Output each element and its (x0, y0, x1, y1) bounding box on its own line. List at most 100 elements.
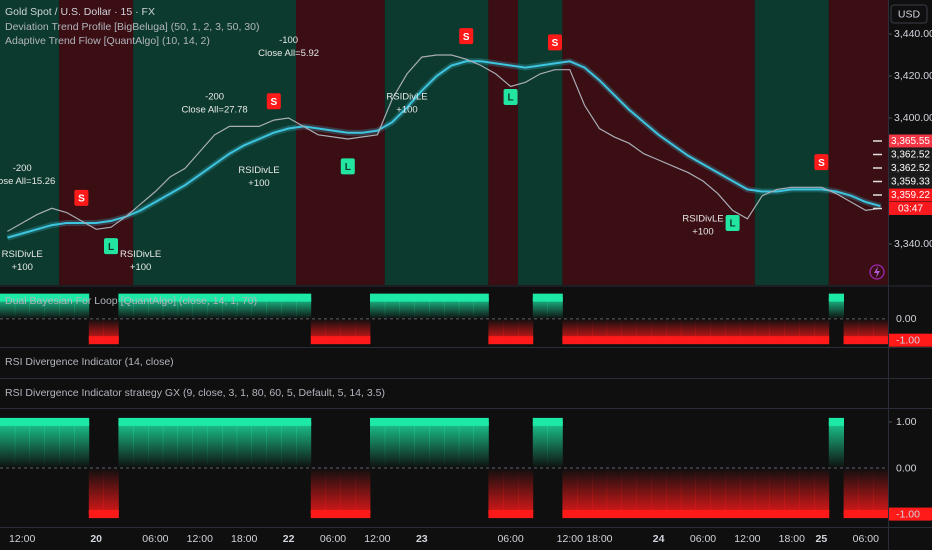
signal-bar (843, 336, 859, 345)
x-tick-label: 24 (653, 533, 665, 545)
signal-area (399, 297, 415, 319)
signal-area (251, 421, 267, 468)
currency-box[interactable] (890, 4, 928, 24)
signal-bar (799, 510, 815, 519)
signal-bar (325, 336, 341, 345)
annotation: Close All=27.78 (181, 105, 247, 116)
signal-area (281, 421, 297, 468)
signal-bar (532, 417, 548, 426)
annotation: +100 (248, 178, 269, 189)
signal-bar (754, 510, 770, 519)
signal-area (814, 318, 830, 341)
y-tick-label: 0.00 (896, 313, 917, 325)
signal-area (399, 421, 415, 468)
signal-bar (162, 417, 178, 426)
signal-bar (88, 510, 104, 519)
signal-area (266, 421, 282, 468)
signal-area (251, 297, 267, 319)
signal-bar (858, 510, 874, 519)
price-label-box (889, 134, 932, 148)
signal-area (355, 468, 371, 515)
signal-bar (236, 293, 252, 302)
signal-label: L (108, 242, 114, 253)
signal-bar (192, 293, 208, 302)
signal-bar (44, 417, 60, 426)
signal-area (29, 421, 45, 468)
annotation: +100 (130, 262, 151, 273)
signal-bar (118, 293, 134, 302)
signal-area (784, 468, 800, 515)
signal-area (103, 468, 119, 515)
signal-bar (532, 293, 548, 302)
x-tick-label: 06:00 (142, 533, 168, 545)
currency[interactable]: USD (898, 8, 921, 20)
signal-bar (207, 417, 223, 426)
signal-area (88, 318, 104, 341)
signal-bar (399, 417, 415, 426)
annotation: +100 (692, 226, 713, 237)
signal-area (192, 297, 208, 319)
signal-bar (547, 417, 563, 426)
signal-area (799, 318, 815, 341)
signal-area (177, 421, 193, 468)
y-tick-label: 3,420.00 (894, 70, 932, 82)
pane-title: Dual Bayesian For Loop [QuantAlgo] (clos… (5, 295, 257, 307)
signal-bar (133, 417, 149, 426)
signal-area (503, 468, 519, 515)
pane-title: RSI Divergence Indicator strategy GX (9,… (5, 387, 385, 399)
signal-bar (266, 293, 282, 302)
signal-bar (310, 510, 326, 519)
signal-bar (370, 293, 386, 302)
signal-area (532, 297, 548, 319)
signal-label: S (818, 158, 825, 169)
signal-area (636, 468, 652, 515)
signal-area (769, 468, 785, 515)
signal-bar (473, 293, 489, 302)
signal-bar (606, 510, 622, 519)
signal-marker (548, 34, 562, 51)
signal-area (236, 421, 252, 468)
price-label-box (889, 175, 932, 188)
regime-band (384, 0, 489, 285)
signal-area (429, 297, 445, 319)
regime-band (828, 0, 888, 285)
signal-bar (562, 336, 578, 345)
signal-bar (592, 336, 608, 345)
x-tick-label: 12:00 (187, 533, 213, 545)
signal-area (740, 468, 756, 515)
signal-area (29, 297, 45, 319)
price-label-box (889, 161, 932, 175)
signal-area (651, 468, 667, 515)
signal-label: S (552, 38, 559, 49)
signal-area (59, 421, 75, 468)
signal-bar (370, 417, 386, 426)
signal-bar (384, 293, 400, 302)
alert-icon[interactable] (869, 264, 885, 280)
signal-bar (325, 510, 341, 519)
signal-area (74, 421, 90, 468)
signal-area (473, 421, 489, 468)
signal-bar (251, 293, 267, 302)
signal-area (325, 318, 341, 341)
signal-area (621, 468, 637, 515)
price-label: 3,359.22 (891, 190, 930, 201)
signal-bar (148, 293, 164, 302)
signal-bar (222, 417, 238, 426)
signal-area (680, 468, 696, 515)
signal-area (384, 421, 400, 468)
signal-bar (414, 293, 430, 302)
price-label: 3,365.55 (891, 136, 930, 147)
signal-label: S (463, 32, 470, 43)
x-tick-label: 12:00 (9, 533, 35, 545)
signal-bar (547, 293, 563, 302)
signal-area (799, 468, 815, 515)
annotation: +100 (396, 105, 417, 116)
y-tick-label: -1.00 (896, 334, 920, 346)
signal-area (473, 297, 489, 319)
signal-label: L (345, 162, 351, 173)
signal-bar (651, 336, 667, 345)
signal-area (680, 318, 696, 341)
signal-marker (104, 238, 118, 255)
signal-bar (710, 336, 726, 345)
signal-bar (636, 510, 652, 519)
